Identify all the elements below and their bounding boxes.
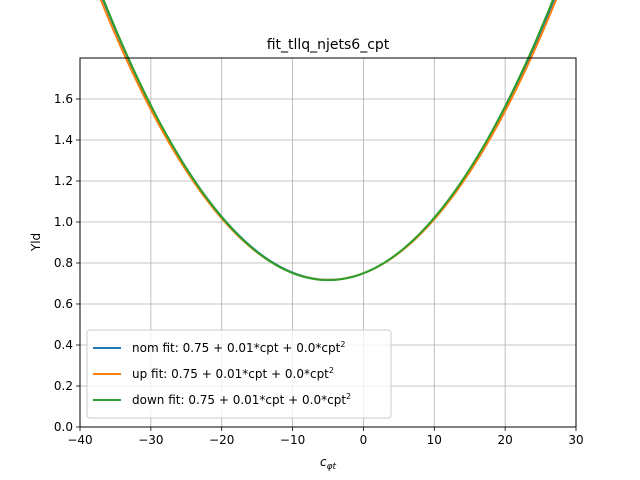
x-tick-label: 0	[360, 433, 368, 447]
plot-frame	[79, 57, 577, 428]
y-tick-label: 0.4	[54, 338, 73, 352]
y-tick-label: 1.0	[54, 215, 73, 229]
y-tick-label: 0.0	[54, 420, 73, 434]
x-axis-ticks: −40 −30 −20 −10 0 10 20 30	[67, 427, 584, 447]
x-tick-label: −10	[280, 433, 305, 447]
y-axis-ticks: 0.0 0.2 0.4 0.6 0.8 1.0 1.2 1.4 1.6	[54, 92, 80, 434]
legend-label-1: up fit: 0.75 + 0.01*cpt + 0.0*cpt2	[132, 366, 334, 381]
y-tick-label: 0.8	[54, 256, 73, 270]
x-tick-label: 10	[427, 433, 442, 447]
legend-label-0: nom fit: 0.75 + 0.01*cpt + 0.0*cpt2	[132, 340, 345, 355]
x-tick-label: −20	[209, 433, 234, 447]
legend: nom fit: 0.75 + 0.01*cpt + 0.0*cpt2 up fi…	[86, 329, 392, 419]
legend-label-2: down fit: 0.75 + 0.01*cpt + 0.0*cpt2	[132, 392, 351, 407]
series-lines	[99, 0, 557, 282]
x-axis-label: cφt	[320, 455, 337, 472]
legend-box	[86, 329, 392, 419]
y-tick-label: 1.2	[54, 174, 73, 188]
y-tick-label: 1.6	[54, 92, 73, 106]
y-tick-label: 1.4	[54, 133, 73, 147]
chart-title: fit_tllq_njets6_cpt	[267, 37, 390, 53]
y-axis-label: Yld	[29, 233, 43, 252]
y-tick-label: 0.2	[54, 379, 73, 393]
x-tick-label: −30	[138, 433, 163, 447]
x-tick-label: −40	[67, 433, 92, 447]
series-line-2	[102, 0, 554, 282]
y-tick-label: 0.6	[54, 297, 73, 311]
x-tick-label: 20	[498, 433, 513, 447]
x-tick-label: 30	[568, 433, 583, 447]
